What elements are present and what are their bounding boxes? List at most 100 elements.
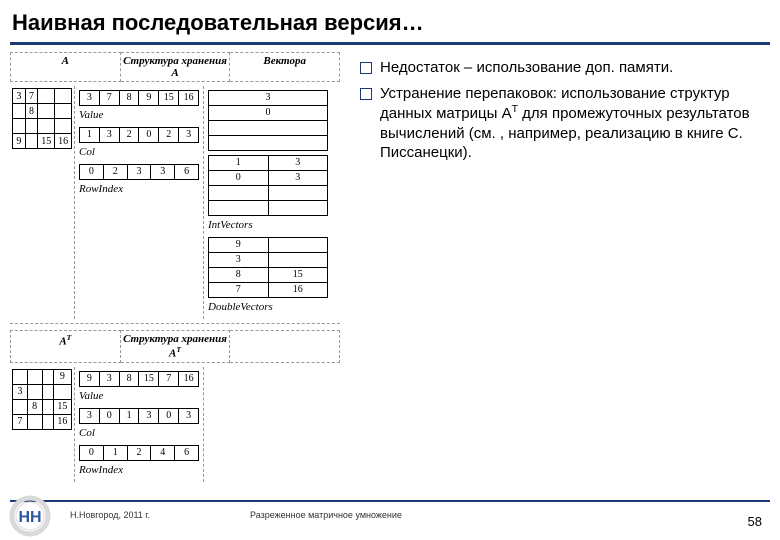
array-cell: 16 — [268, 283, 328, 298]
matrix-cell — [55, 119, 72, 134]
array-cell: 15 — [139, 371, 159, 386]
array-cell: 0 — [159, 408, 179, 423]
array-label: RowIndex — [79, 464, 199, 476]
array-cell: 1 — [209, 156, 269, 171]
array-cell: 3 — [80, 91, 100, 106]
array-cell: 15 — [268, 268, 328, 283]
matrix-cell — [42, 414, 53, 429]
matrix-cell — [38, 119, 55, 134]
array-cell — [268, 186, 328, 201]
array-cell: 4 — [151, 445, 175, 460]
matrix-cell: 8 — [27, 399, 42, 414]
logo: НН — [8, 494, 52, 538]
array-cell: 3 — [80, 408, 100, 423]
array-cell — [268, 253, 328, 268]
array-cell: 0 — [80, 165, 104, 180]
matrix-cell — [27, 414, 42, 429]
array-label: Col — [79, 427, 199, 439]
column-header — [230, 330, 340, 363]
array-cell: 3 — [139, 408, 159, 423]
column-header: Структура хранения AT — [121, 330, 231, 363]
array-cell: 7 — [99, 91, 119, 106]
matrix-cell: 16 — [53, 414, 71, 429]
footer-rule — [10, 500, 770, 502]
array-cell: 1 — [119, 408, 139, 423]
bullet-item: Устранение перепаковок: использование ст… — [360, 84, 770, 163]
array-cell: 0 — [209, 106, 328, 121]
array-cell: 3 — [209, 253, 269, 268]
array-cell: 6 — [175, 165, 199, 180]
array-cell: 3 — [179, 128, 199, 143]
array-cell: 0 — [209, 171, 269, 186]
matrix-cell — [13, 119, 26, 134]
bullet-item: Недостаток – использование доп. памяти. — [360, 58, 770, 78]
matrix-cell — [25, 119, 38, 134]
array-cell: 0 — [80, 445, 104, 460]
array-cell: 7 — [159, 371, 179, 386]
matrix-cell: 16 — [55, 134, 72, 149]
array-cell — [209, 186, 269, 201]
title-underline — [10, 42, 770, 45]
array-label: Value — [79, 390, 199, 402]
matrix-cell — [13, 399, 28, 414]
matrix-cell: 3 — [13, 89, 26, 104]
array-label: Col — [79, 146, 199, 158]
page-title: Наивная последовательная версия… — [12, 10, 424, 36]
column-header: Вектора — [230, 52, 340, 82]
diagram-column: AСтруктура хранения AВектора 37891516 37… — [10, 52, 340, 486]
matrix-cell: 9 — [53, 369, 71, 384]
array-cell: 16 — [179, 91, 199, 106]
matrix-cell — [55, 104, 72, 119]
matrix-cell — [13, 104, 26, 119]
matrix-cell: 15 — [38, 134, 55, 149]
array-label: IntVectors — [208, 219, 328, 231]
matrix-cell — [42, 399, 53, 414]
matrix-cell: 3 — [13, 384, 28, 399]
bullet-list: Недостаток – использование доп. памяти. У… — [360, 58, 770, 169]
matrix-cell — [38, 89, 55, 104]
array-cell — [209, 201, 269, 216]
footer-location: Н.Новгород, 2011 г. — [70, 510, 150, 520]
matrix-cell: 7 — [25, 89, 38, 104]
array-cell: 16 — [179, 371, 199, 386]
page-number: 58 — [748, 514, 762, 529]
svg-text:НН: НН — [18, 509, 41, 526]
array-cell: 8 — [119, 91, 139, 106]
array-cell: 0 — [139, 128, 159, 143]
array-cell: 3 — [268, 171, 328, 186]
array-cell: 3 — [179, 408, 199, 423]
bullet-text: Недостаток – использование доп. памяти. — [380, 58, 770, 78]
array-cell: 2 — [127, 445, 151, 460]
array-cell: 1 — [103, 445, 127, 460]
bullet-text: Устранение перепаковок: использование ст… — [380, 84, 770, 163]
array-cell: 9 — [139, 91, 159, 106]
footer-subject: Разреженное матричное умножение — [250, 510, 402, 520]
array-cell: 0 — [99, 408, 119, 423]
matrix-cell: 9 — [13, 134, 26, 149]
matrix-cell — [25, 134, 38, 149]
array-label: Value — [79, 109, 199, 121]
matrix-cell — [38, 104, 55, 119]
matrix-cell — [13, 369, 28, 384]
array-cell — [209, 136, 328, 151]
array-cell — [268, 201, 328, 216]
array-cell: 3 — [127, 165, 151, 180]
array-cell: 15 — [159, 91, 179, 106]
matrix-cell: 8 — [25, 104, 38, 119]
column-header: A — [10, 52, 121, 82]
array-cell: 3 — [99, 371, 119, 386]
matrix-cell — [27, 369, 42, 384]
matrix-cell — [42, 384, 53, 399]
array-cell — [268, 238, 328, 253]
array-cell: 2 — [159, 128, 179, 143]
matrix-cell — [55, 89, 72, 104]
array-cell: 9 — [80, 371, 100, 386]
array-cell: 7 — [209, 283, 269, 298]
array-cell: 2 — [103, 165, 127, 180]
array-cell: 9 — [209, 238, 269, 253]
array-cell: 3 — [99, 128, 119, 143]
array-cell: 8 — [119, 371, 139, 386]
bullet-marker-icon — [360, 62, 372, 74]
matrix-cell: 15 — [53, 399, 71, 414]
array-cell: 8 — [209, 268, 269, 283]
